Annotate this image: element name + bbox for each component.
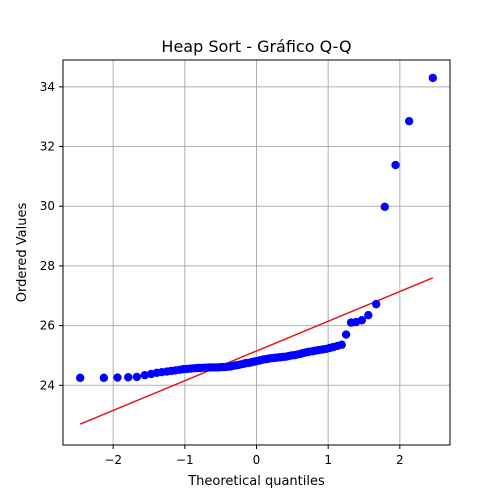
- data-point: [124, 373, 133, 382]
- grid-layer: [63, 60, 450, 445]
- data-point: [341, 330, 351, 339]
- chart-title: Heap Sort - Gráfico Q-Q: [161, 37, 351, 56]
- x-tick-label: −2: [104, 453, 122, 467]
- data-point: [337, 340, 346, 349]
- x-tick-label: 0: [253, 453, 261, 467]
- data-point: [99, 373, 109, 383]
- data-point: [371, 299, 381, 309]
- x-tick-label: 2: [396, 453, 404, 467]
- y-tick-label: 34: [40, 80, 55, 94]
- data-point: [113, 373, 122, 382]
- points-layer: [76, 73, 437, 383]
- data-point: [132, 372, 142, 382]
- data-point: [391, 160, 400, 170]
- data-point: [76, 373, 85, 383]
- data-point: [380, 202, 389, 212]
- x-tick-label: 1: [324, 453, 332, 467]
- x-axis-label: Theoretical quantiles: [187, 474, 325, 489]
- x-tick-label: −1: [176, 453, 194, 467]
- y-axis-label: Ordered Values: [15, 203, 30, 303]
- data-point: [364, 310, 373, 320]
- data-point: [404, 116, 414, 126]
- ticks-layer: −2 −1 0 1 2 24 26 28 30 32 34: [40, 80, 404, 467]
- y-tick-label: 26: [40, 319, 55, 333]
- data-point: [428, 73, 437, 83]
- y-tick-label: 28: [40, 259, 55, 273]
- y-tick-label: 32: [40, 140, 55, 154]
- data-point: [140, 370, 149, 380]
- y-tick-label: 24: [40, 378, 55, 392]
- data-point: [357, 316, 367, 325]
- y-tick-label: 30: [40, 199, 55, 213]
